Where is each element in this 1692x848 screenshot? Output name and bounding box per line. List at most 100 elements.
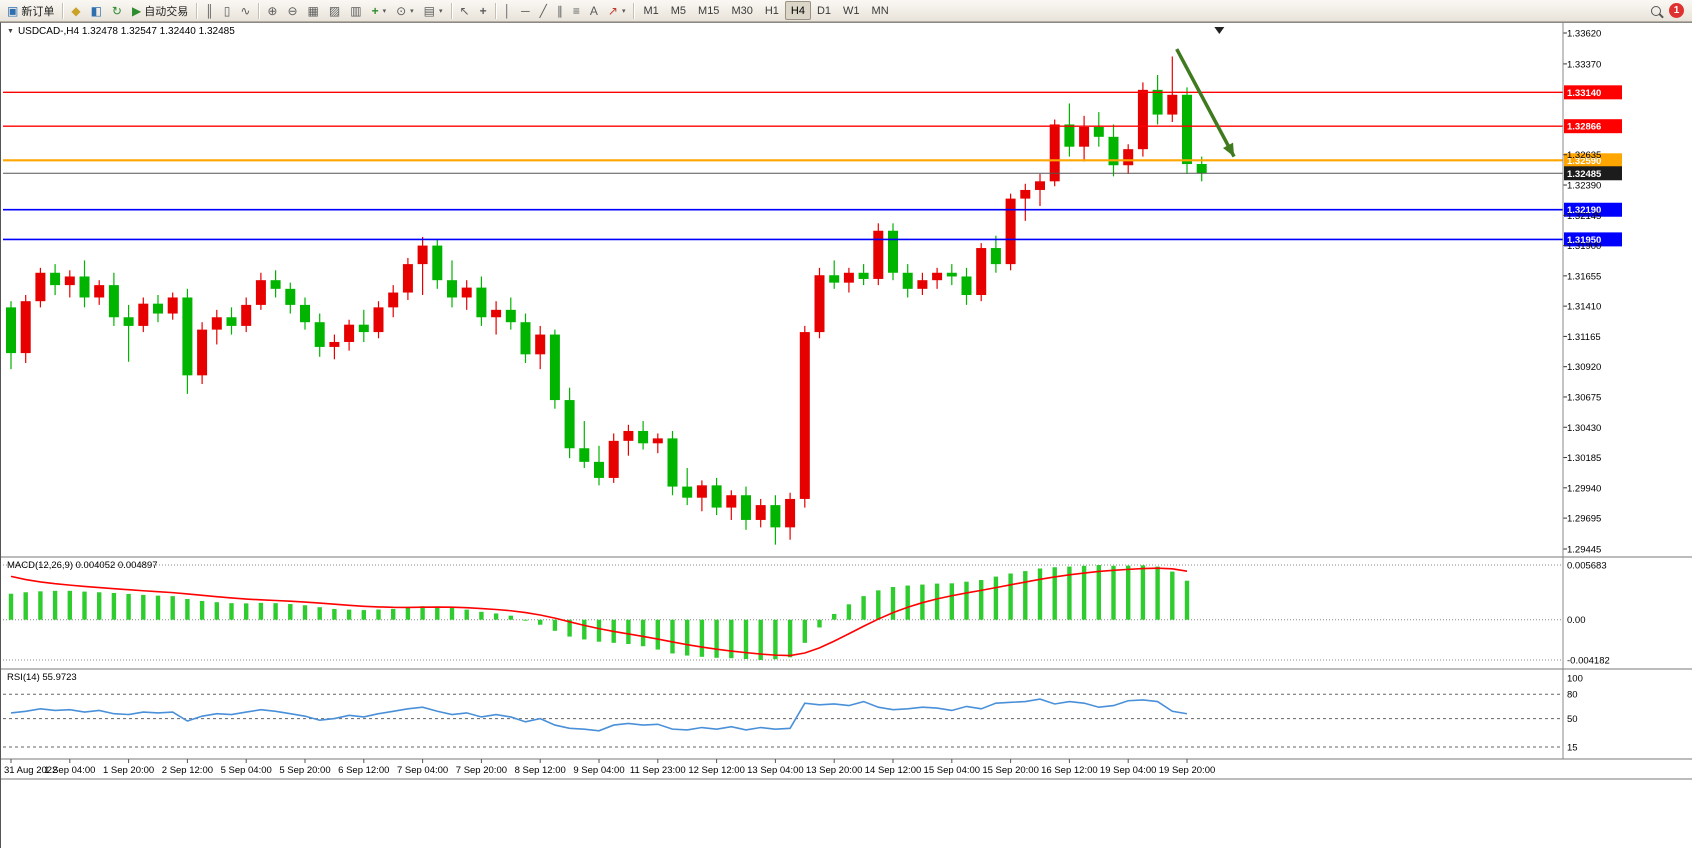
- horizontal-lines[interactable]: 1.33140 1.32866 1.32590 1.32190 1.31950: [3, 85, 1622, 247]
- bid-price-line: 1.32485: [3, 166, 1622, 181]
- svg-text:1.30185: 1.30185: [1567, 453, 1601, 464]
- chart-candles-button[interactable]: ▯: [219, 1, 236, 20]
- svg-text:5 Sep 04:00: 5 Sep 04:00: [221, 765, 272, 776]
- timeframe-d1-button[interactable]: D1: [811, 1, 837, 20]
- autotrading-label: 自动交易: [144, 5, 189, 18]
- toolbar-separator: [62, 2, 64, 19]
- svg-text:19 Sep 04:00: 19 Sep 04:00: [1100, 765, 1157, 776]
- svg-text:16 Sep 12:00: 16 Sep 12:00: [1041, 765, 1098, 776]
- svg-text:1.29940: 1.29940: [1567, 483, 1601, 494]
- zoom-in-button[interactable]: ⊕: [262, 1, 282, 20]
- text-tool-button[interactable]: A: [585, 1, 603, 20]
- svg-text:1.30675: 1.30675: [1567, 392, 1601, 403]
- svg-text:1.30920: 1.30920: [1567, 362, 1601, 373]
- svg-text:1.32635: 1.32635: [1567, 150, 1601, 161]
- timeframe-mn-button[interactable]: MN: [866, 1, 895, 20]
- autotrading-play-icon: ▶: [131, 3, 142, 18]
- svg-text:2 Sep 12:00: 2 Sep 12:00: [162, 765, 213, 776]
- chart-canvas[interactable]: 1.33140 1.32866 1.32590 1.32190 1.31950 1.324…: [1, 23, 1692, 848]
- zoom-out-button[interactable]: ⊖: [282, 1, 302, 20]
- refresh-icon: ↻: [111, 3, 122, 18]
- refresh-button[interactable]: ↻: [107, 1, 127, 20]
- navigator-button[interactable]: ◧: [86, 1, 107, 20]
- svg-text:8 Sep 12:00: 8 Sep 12:00: [515, 765, 566, 776]
- trendline-icon: ╱: [539, 3, 547, 18]
- line-chart-icon: ∿: [240, 3, 251, 18]
- tile-windows-button[interactable]: ▦: [303, 1, 324, 20]
- template-button[interactable]: ▤ ▾: [419, 1, 448, 20]
- svg-text:13 Sep 04:00: 13 Sep 04:00: [747, 765, 804, 776]
- timeframe-h4-button[interactable]: H4: [784, 1, 811, 20]
- svg-text:11 Sep 23:00: 11 Sep 23:00: [630, 765, 686, 776]
- template-icon: ▤: [423, 3, 436, 18]
- cursor-button[interactable]: ↖: [455, 1, 475, 20]
- timeframe-w1-button[interactable]: W1: [837, 1, 866, 20]
- clock-icon: ⊙: [396, 3, 407, 18]
- arrows-tool-icon: ↗: [607, 3, 618, 18]
- svg-text:1.31165: 1.31165: [1567, 332, 1601, 343]
- data-window-button[interactable]: ▥: [345, 1, 366, 20]
- channel-button[interactable]: ∥: [552, 1, 568, 20]
- timeframe-m5-button[interactable]: M5: [665, 1, 692, 20]
- timeframe-m30-button[interactable]: M30: [725, 1, 758, 20]
- timeframe-m1-button[interactable]: M1: [637, 1, 664, 20]
- trendline-button[interactable]: ╱: [535, 1, 552, 20]
- svg-text:1.33140: 1.33140: [1567, 88, 1601, 99]
- toolbar-separator: [196, 2, 198, 19]
- fibonacci-button[interactable]: ≡: [568, 1, 585, 20]
- svg-text:5 Sep 20:00: 5 Sep 20:00: [279, 765, 330, 776]
- svg-text:1.29445: 1.29445: [1567, 544, 1601, 555]
- indicators-plus-icon: +: [371, 3, 379, 18]
- svg-text:1.32866: 1.32866: [1567, 122, 1601, 133]
- svg-text:1 Sep 20:00: 1 Sep 20:00: [103, 765, 154, 776]
- svg-text:100: 100: [1567, 674, 1583, 685]
- svg-text:15: 15: [1567, 743, 1578, 754]
- svg-text:80: 80: [1567, 690, 1578, 701]
- macd-panel: 0.005683 0.00 -0.004182: [3, 561, 1610, 666]
- svg-text:15 Sep 20:00: 15 Sep 20:00: [982, 765, 1039, 776]
- timeframe-h1-button[interactable]: H1: [759, 1, 785, 20]
- candles: [6, 56, 1207, 545]
- indicators-button[interactable]: + ▾: [367, 1, 392, 20]
- svg-text:1.33370: 1.33370: [1567, 59, 1601, 70]
- cascade-windows-button[interactable]: ▨: [324, 1, 345, 20]
- cursor-icon: ↖: [459, 3, 470, 18]
- svg-text:1.32590: 1.32590: [1567, 156, 1601, 167]
- new-order-label: 新订单: [21, 5, 55, 18]
- zoom-in-icon: ⊕: [267, 3, 278, 18]
- data-window-icon: ▥: [350, 3, 362, 18]
- chart-shift-marker[interactable]: [1214, 27, 1225, 34]
- trend-arrow[interactable]: [1175, 48, 1236, 158]
- arrows-tool-button[interactable]: ↗ ▾: [603, 1, 631, 20]
- svg-text:12 Sep 12:00: 12 Sep 12:00: [688, 765, 745, 776]
- notification-badge[interactable]: 1: [1669, 3, 1684, 18]
- zoom-out-icon: ⊖: [287, 3, 298, 18]
- crosshair-button[interactable]: +: [475, 1, 492, 20]
- svg-text:7 Sep 04:00: 7 Sep 04:00: [397, 765, 448, 776]
- chart-bars-button[interactable]: ║: [200, 1, 219, 20]
- svg-text:14 Sep 12:00: 14 Sep 12:00: [865, 765, 922, 776]
- svg-text:1.30430: 1.30430: [1567, 423, 1601, 434]
- vertical-line-button[interactable]: │: [499, 1, 517, 20]
- horizontal-line-button[interactable]: ─: [516, 1, 535, 20]
- chart-line-button[interactable]: ∿: [235, 1, 255, 20]
- price-axis[interactable]: 1.33620 1.33370 1.32635 1.32390 1.32145 1.319…: [1563, 29, 1601, 556]
- svg-text:0.005683: 0.005683: [1567, 561, 1607, 572]
- svg-text:1.32145: 1.32145: [1567, 211, 1601, 222]
- svg-text:50: 50: [1567, 714, 1578, 725]
- svg-text:13 Sep 20:00: 13 Sep 20:00: [806, 765, 863, 776]
- search-button[interactable]: [1646, 1, 1666, 20]
- period-button[interactable]: ⊙ ▾: [391, 1, 419, 20]
- market-watch-button[interactable]: ◆: [66, 1, 85, 20]
- toolbar-separator: [494, 2, 496, 19]
- timeframe-m15-button[interactable]: M15: [692, 1, 725, 20]
- new-order-button[interactable]: ▣ 新订单: [2, 1, 59, 20]
- candlestick-icon: ▯: [223, 3, 231, 18]
- toolbar-separator: [450, 2, 452, 19]
- autotrading-button[interactable]: ▶ 自动交易: [127, 1, 193, 20]
- text-tool-icon: A: [589, 3, 598, 18]
- toolbar: ▣ 新订单 ◆ ◧ ↻ ▶ 自动交易 ║ ▯ ∿ ⊕ ⊖ ▦ ▨ ▥ + ▾ ⊙…: [0, 0, 1692, 22]
- svg-text:19 Sep 20:00: 19 Sep 20:00: [1159, 765, 1216, 776]
- rsi-panel: 100 80 50 15: [3, 674, 1583, 754]
